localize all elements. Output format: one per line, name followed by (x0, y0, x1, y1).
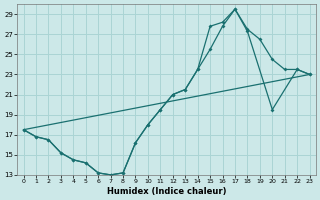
X-axis label: Humidex (Indice chaleur): Humidex (Indice chaleur) (107, 187, 226, 196)
